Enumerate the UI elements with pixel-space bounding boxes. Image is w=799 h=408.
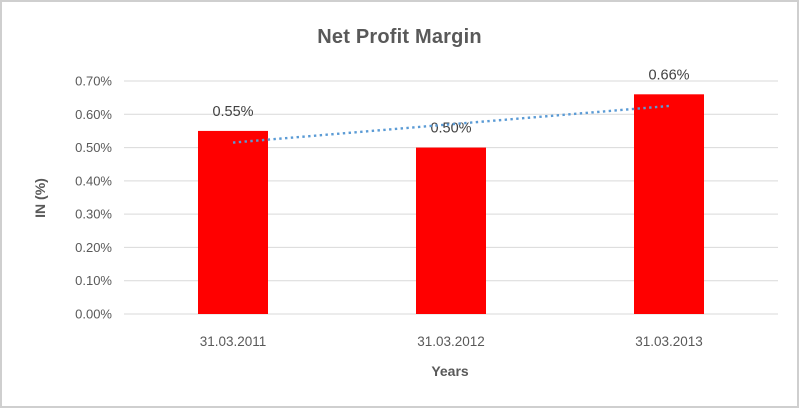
data-label: 0.50% — [430, 121, 471, 137]
data-label: 0.66% — [648, 67, 689, 83]
y-tick-label: 0.20% — [75, 240, 112, 255]
y-tick-label: 0.10% — [75, 273, 112, 288]
bar-31.03.2011[interactable] — [198, 130, 268, 314]
y-tick-label: 0.40% — [75, 173, 112, 188]
y-tick-label: 0.30% — [75, 207, 112, 222]
data-label: 0.55% — [212, 104, 253, 120]
y-tick-label: 0.00% — [75, 307, 112, 322]
x-category-label: 31.03.2013 — [635, 334, 703, 349]
x-category-label: 31.03.2012 — [417, 334, 485, 349]
bar-31.03.2012[interactable] — [416, 147, 486, 314]
y-tick-label: 0.50% — [75, 140, 112, 155]
y-tick-label: 0.70% — [75, 74, 112, 89]
x-axis-title: Years — [431, 363, 469, 379]
chart-title: Net Profit Margin — [317, 26, 482, 48]
bar-31.03.2013[interactable] — [634, 94, 704, 314]
y-tick-label: 0.60% — [75, 107, 112, 122]
x-category-label: 31.03.2011 — [200, 334, 267, 349]
